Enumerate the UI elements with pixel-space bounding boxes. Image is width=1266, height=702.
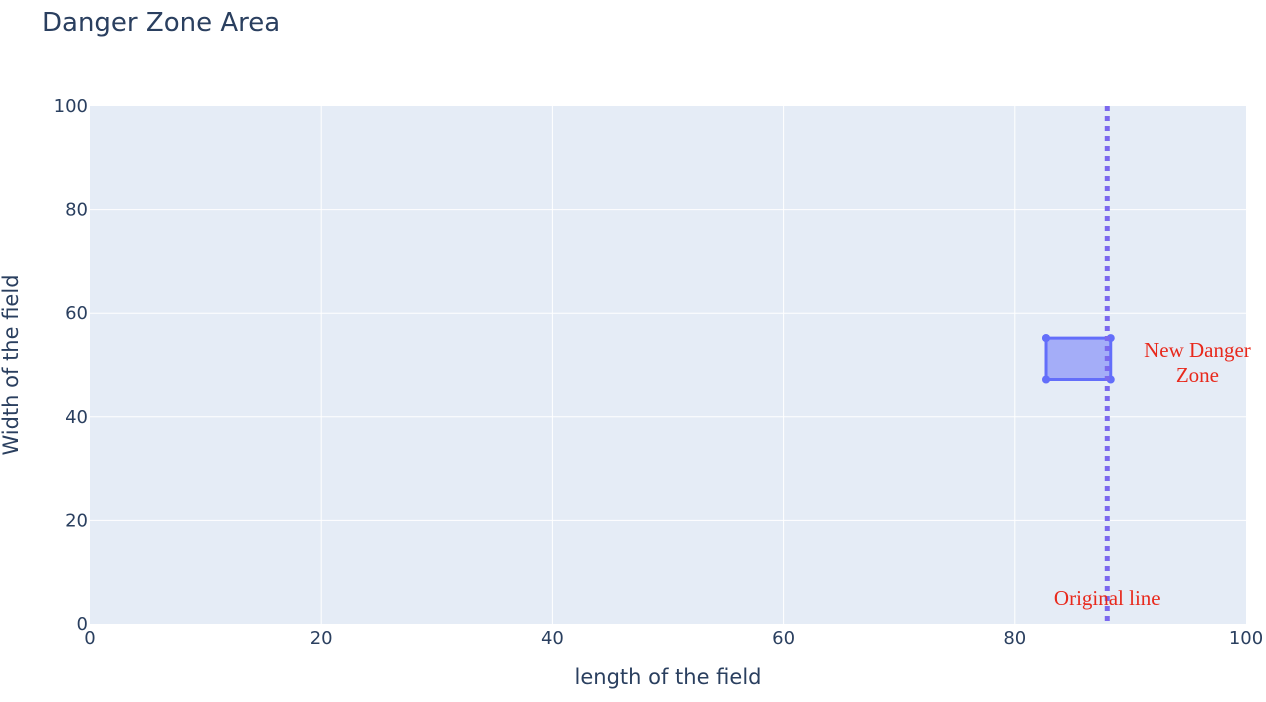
y-tick-label: 60 [65,303,88,324]
danger-zone-series [1042,334,1115,384]
y-tick-label: 0 [77,614,88,635]
x-tick-label: 80 [1003,628,1026,649]
annotation-label: New Danger Zone [1144,338,1251,387]
x-tick-label: 20 [310,628,333,649]
x-tick-label: 60 [772,628,795,649]
annotation-line: Original line [1054,586,1161,610]
danger-zone-fill [1046,338,1111,380]
y-tick-label: 100 [54,96,88,117]
y-axis-title: Width of the field [0,274,23,455]
chart-title: Danger Zone Area [42,8,280,38]
danger-zone-point [1042,375,1051,384]
x-tick-label: 0 [84,628,95,649]
y-axis-ticks: 0 20 40 60 80 100 [54,96,88,635]
x-tick-label: 100 [1229,628,1263,649]
annotations: New Danger Zone Original line [1054,338,1251,610]
grid-lines [90,106,1246,624]
x-tick-label: 40 [541,628,564,649]
x-axis-title: length of the field [575,665,762,689]
annotation-label: Original line [1054,586,1161,610]
x-axis-ticks: 0 20 40 60 80 100 [84,628,1263,649]
y-tick-label: 20 [65,510,88,531]
y-tick-label: 40 [65,407,88,428]
danger-zone-point [1042,334,1051,343]
annotation-line: Zone [1176,363,1219,387]
annotation-line: New Danger [1144,338,1251,362]
y-tick-label: 80 [65,200,88,221]
